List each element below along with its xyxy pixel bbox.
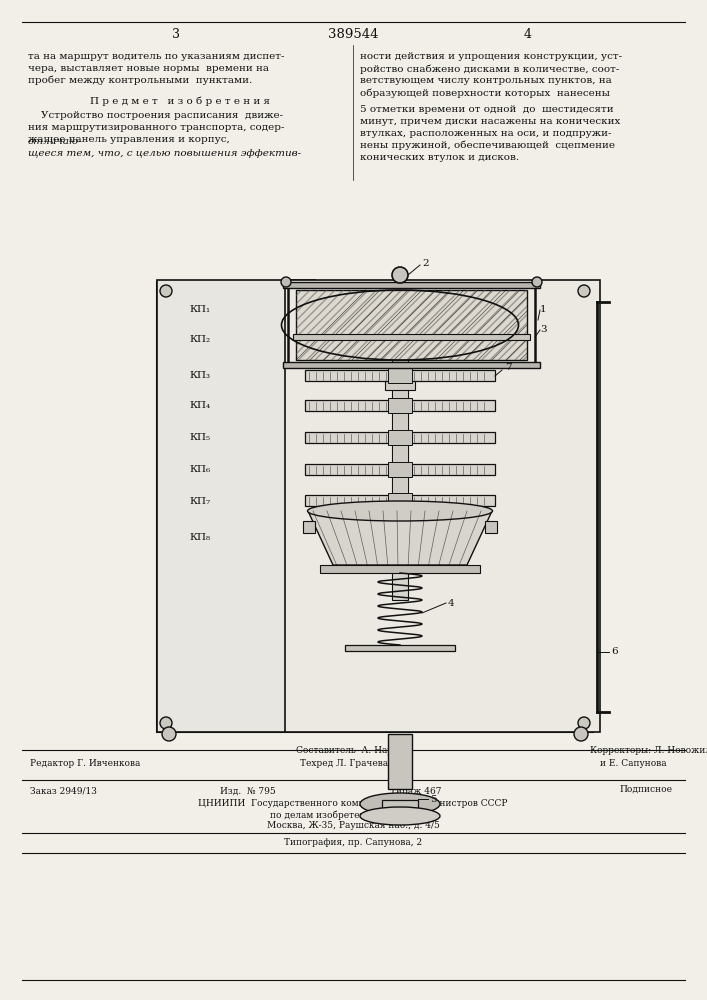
Text: КП₅: КП₅ xyxy=(189,434,211,442)
Text: КП₆: КП₆ xyxy=(189,466,211,475)
Text: отличаю-: отличаю- xyxy=(28,136,83,145)
Bar xyxy=(385,370,415,390)
Ellipse shape xyxy=(360,807,440,825)
Text: П р е д м е т   и з о б р е т е н и я: П р е д м е т и з о б р е т е н и я xyxy=(90,96,270,105)
Circle shape xyxy=(160,717,172,729)
Text: 5 отметки времени от одной  до  шестидесяти: 5 отметки времени от одной до шестидесят… xyxy=(360,105,614,114)
Text: 3: 3 xyxy=(540,326,547,334)
Bar xyxy=(285,280,600,732)
Circle shape xyxy=(392,267,408,283)
Bar xyxy=(382,800,418,814)
Text: 4: 4 xyxy=(524,28,532,41)
Text: Составитель  А. Наумов: Составитель А. Наумов xyxy=(296,746,410,755)
Text: и Е. Сапунова: и Е. Сапунова xyxy=(600,759,667,768)
Bar xyxy=(388,734,412,789)
Bar xyxy=(392,381,408,401)
Circle shape xyxy=(532,277,542,287)
Circle shape xyxy=(574,727,588,741)
Circle shape xyxy=(160,285,172,297)
Text: 5: 5 xyxy=(430,794,437,804)
Text: Устройство построения расписания  движе-
ния маршрутизированного транспорта, сод: Устройство построения расписания движе- … xyxy=(28,111,284,144)
Bar xyxy=(320,565,480,573)
Text: ЦНИИПИ  Государственного комитета Совета Министров СССР: ЦНИИПИ Государственного комитета Совета … xyxy=(198,799,508,808)
Text: 389544: 389544 xyxy=(328,28,378,41)
Ellipse shape xyxy=(308,501,493,521)
Text: Москва, Ж-35, Раушская наб., д. 4/5: Москва, Ж-35, Раушская наб., д. 4/5 xyxy=(267,821,440,830)
Bar xyxy=(388,493,412,508)
Text: по делам изобретений и открытий: по делам изобретений и открытий xyxy=(271,810,436,820)
Bar xyxy=(392,443,408,465)
Text: 3: 3 xyxy=(172,28,180,41)
Bar xyxy=(296,290,527,360)
Bar xyxy=(283,362,540,368)
Circle shape xyxy=(162,727,176,741)
Text: Тираж 467: Тираж 467 xyxy=(390,787,441,796)
Circle shape xyxy=(281,277,291,287)
Text: Типография, пр. Сапунова, 2: Типография, пр. Сапунова, 2 xyxy=(284,838,422,847)
Bar xyxy=(388,462,412,477)
Text: Техред Л. Грачева: Техред Л. Грачева xyxy=(300,759,388,768)
Bar xyxy=(305,432,495,443)
Text: Редактор Г. Ивченкова: Редактор Г. Ивченкова xyxy=(30,759,141,768)
Text: 6: 6 xyxy=(611,648,618,656)
Text: КП₇: КП₇ xyxy=(189,496,211,506)
Bar xyxy=(305,370,495,381)
Text: минут, причем диски насажены на конических
втулках, расположенных на оси, и подп: минут, причем диски насажены на коническ… xyxy=(360,117,620,162)
Bar xyxy=(388,430,412,445)
Bar xyxy=(305,495,495,506)
Bar xyxy=(388,368,412,383)
Bar xyxy=(303,521,315,533)
Bar xyxy=(392,475,408,496)
Text: Заказ 2949/13: Заказ 2949/13 xyxy=(30,787,97,796)
Text: КП₁: КП₁ xyxy=(189,306,211,314)
Circle shape xyxy=(578,285,590,297)
Bar xyxy=(296,290,527,360)
Bar xyxy=(293,334,530,340)
Ellipse shape xyxy=(360,793,440,815)
Text: 7: 7 xyxy=(505,363,512,372)
Text: 1: 1 xyxy=(540,306,547,314)
Bar xyxy=(305,464,495,475)
Bar xyxy=(157,282,593,732)
Text: КП₈: КП₈ xyxy=(189,534,211,542)
Bar xyxy=(485,521,497,533)
Bar xyxy=(392,506,408,565)
Bar xyxy=(288,285,535,365)
Circle shape xyxy=(578,717,590,729)
Text: КП₃: КП₃ xyxy=(189,371,211,380)
Text: щееся тем, что, с целью повышения эффектив-: щееся тем, что, с целью повышения эффект… xyxy=(28,149,301,158)
Bar xyxy=(392,350,408,600)
Text: КП₂: КП₂ xyxy=(189,336,211,344)
Text: та на маршрут водитель по указаниям диспет-
чера, выставляет новые нормы  времен: та на маршрут водитель по указаниям дисп… xyxy=(28,52,284,85)
Bar xyxy=(345,645,455,651)
Bar xyxy=(157,280,315,732)
Text: Корректоры: Л. Новожилова: Корректоры: Л. Новожилова xyxy=(590,746,707,755)
Text: КП₄: КП₄ xyxy=(189,401,211,410)
Text: ности действия и упрощения конструкции, уст-
ройство снабжено дисками в количест: ности действия и упрощения конструкции, … xyxy=(360,52,622,98)
Text: Подписное: Подписное xyxy=(619,785,672,794)
Text: 2: 2 xyxy=(422,258,428,267)
Polygon shape xyxy=(308,511,492,565)
Text: 4: 4 xyxy=(448,598,455,607)
Bar xyxy=(392,411,408,433)
Bar xyxy=(305,400,495,411)
Text: Изд.  № 795: Изд. № 795 xyxy=(220,787,276,796)
Bar xyxy=(283,282,540,288)
Bar xyxy=(388,398,412,413)
